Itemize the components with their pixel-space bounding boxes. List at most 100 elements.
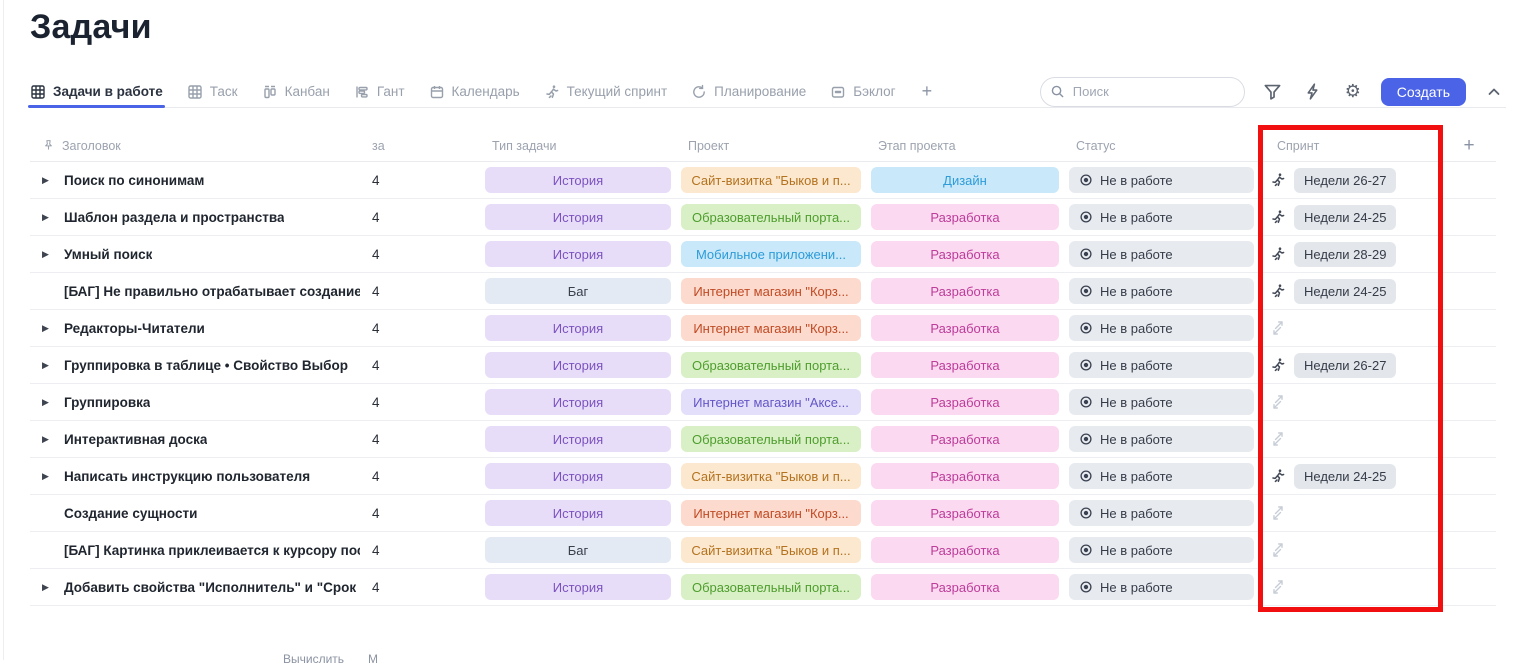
sprint-cell[interactable]: Недели 28-29 — [1259, 236, 1442, 272]
status-chip[interactable]: Не в работе — [1069, 389, 1254, 415]
sprint-chip[interactable]: Недели 26-27 — [1294, 353, 1396, 378]
tab-kanban[interactable]: Канбан — [262, 76, 330, 107]
estimate-cell[interactable]: 4 — [360, 358, 480, 373]
stage-chip[interactable]: Дизайн — [871, 167, 1059, 193]
estimate-cell[interactable]: 4 — [360, 506, 480, 521]
type-chip[interactable]: Баг — [485, 537, 671, 563]
tab-tasks-in-progress[interactable]: Задачи в работе — [30, 76, 163, 107]
estimate-cell[interactable]: 4 — [360, 580, 480, 595]
project-chip[interactable]: Мобильное приложени... — [681, 241, 861, 267]
project-chip[interactable]: Образовательный порта... — [681, 352, 861, 378]
table-row[interactable]: ▶ Интерактивная доска 4 История Образова… — [30, 421, 1496, 458]
project-chip[interactable]: Образовательный порта... — [681, 574, 861, 600]
stage-chip[interactable]: Разработка — [871, 278, 1059, 304]
stage-chip[interactable]: Разработка — [871, 463, 1059, 489]
table-row[interactable]: ▶ Группировка в таблице • Свойство Выбор… — [30, 347, 1496, 384]
project-chip[interactable]: Интернет магазин "Корз... — [681, 315, 861, 341]
estimate-cell[interactable]: 4 — [360, 247, 480, 262]
status-chip[interactable]: Не в работе — [1069, 574, 1254, 600]
sprint-cell[interactable]: Недели 24-25 — [1259, 458, 1442, 494]
type-chip[interactable]: История — [485, 426, 671, 452]
title-cell[interactable]: ▶ Написать инструкцию пользователя — [30, 458, 360, 494]
table-row[interactable]: ▶ Создание сущности 4 История Интернет м… — [30, 495, 1496, 532]
settings-button[interactable]: ⚙ — [1341, 80, 1365, 104]
title-cell[interactable]: ▶ Умный поиск — [30, 236, 360, 272]
expand-icon[interactable]: ▶ — [42, 397, 64, 408]
sprint-cell[interactable] — [1259, 310, 1442, 346]
calculate-dropdown[interactable]: Вычислить — [283, 652, 344, 666]
status-chip[interactable]: Не в работе — [1069, 315, 1254, 341]
column-header-stage[interactable]: Этап проекта — [866, 139, 1064, 153]
table-row[interactable]: ▶ Поиск по синонимам 4 История Сайт-визи… — [30, 162, 1496, 199]
type-chip[interactable]: История — [485, 167, 671, 193]
stage-chip[interactable]: Разработка — [871, 204, 1059, 230]
status-chip[interactable]: Не в работе — [1069, 352, 1254, 378]
title-cell[interactable]: ▶ Шаблон раздела и пространства — [30, 199, 360, 235]
search-input[interactable] — [1040, 77, 1245, 107]
type-chip[interactable]: История — [485, 204, 671, 230]
expand-icon[interactable]: ▶ — [42, 582, 64, 593]
stage-chip[interactable]: Разработка — [871, 537, 1059, 563]
status-chip[interactable]: Не в работе — [1069, 278, 1254, 304]
add-column-icon[interactable]: + — [1442, 135, 1496, 157]
status-chip[interactable]: Не в работе — [1069, 204, 1254, 230]
title-cell[interactable]: ▶ Группировка — [30, 384, 360, 420]
project-chip[interactable]: Образовательный порта... — [681, 204, 861, 230]
table-row[interactable]: ▶ [БАГ] Не правильно отрабатывает создан… — [30, 273, 1496, 310]
title-cell[interactable]: ▶ Добавить свойства "Исполнитель" и "Сро… — [30, 569, 360, 605]
sprint-chip[interactable]: Недели 26-27 — [1294, 168, 1396, 193]
type-chip[interactable]: История — [485, 241, 671, 267]
table-row[interactable]: ▶ Редакторы-Читатели 4 История Интернет … — [30, 310, 1496, 347]
status-chip[interactable]: Не в работе — [1069, 537, 1254, 563]
status-chip[interactable]: Не в работе — [1069, 500, 1254, 526]
type-chip[interactable]: Баг — [485, 278, 671, 304]
title-cell[interactable]: ▶ Создание сущности — [30, 495, 360, 531]
project-chip[interactable]: Сайт-визитка "Быков и п... — [681, 463, 861, 489]
estimate-cell[interactable]: 4 — [360, 210, 480, 225]
column-header-estimate[interactable]: за — [360, 139, 480, 153]
expand-icon[interactable]: ▶ — [42, 323, 64, 334]
sprint-chip[interactable]: Недели 24-25 — [1294, 464, 1396, 489]
type-chip[interactable]: История — [485, 389, 671, 415]
sprint-cell[interactable]: Недели 26-27 — [1259, 162, 1442, 198]
tab-backlog[interactable]: Бэклог — [830, 76, 895, 107]
expand-icon[interactable]: ▶ — [42, 249, 64, 260]
sprint-chip[interactable]: Недели 24-25 — [1294, 205, 1396, 230]
table-row[interactable]: ▶ Добавить свойства "Исполнитель" и "Сро… — [30, 569, 1496, 606]
title-cell[interactable]: ▶ Группировка в таблице • Свойство Выбор — [30, 347, 360, 383]
stage-chip[interactable]: Разработка — [871, 352, 1059, 378]
project-chip[interactable]: Интернет магазин "Аксе... — [681, 389, 861, 415]
type-chip[interactable]: История — [485, 352, 671, 378]
table-row[interactable]: ▶ Умный поиск 4 История Мобильное прилож… — [30, 236, 1496, 273]
estimate-cell[interactable]: 4 — [360, 543, 480, 558]
expand-icon[interactable]: ▶ — [42, 434, 64, 445]
title-cell[interactable]: ▶ Редакторы-Читатели — [30, 310, 360, 346]
project-chip[interactable]: Интернет магазин "Корз... — [681, 500, 861, 526]
title-cell[interactable]: ▶ Поиск по синонимам — [30, 162, 360, 198]
type-chip[interactable]: История — [485, 315, 671, 341]
expand-icon[interactable]: ▶ — [42, 175, 64, 186]
estimate-cell[interactable]: 4 — [360, 173, 480, 188]
type-chip[interactable]: История — [485, 463, 671, 489]
stage-chip[interactable]: Разработка — [871, 315, 1059, 341]
expand-icon[interactable]: ▶ — [42, 212, 64, 223]
sprint-chip[interactable]: Недели 28-29 — [1294, 242, 1396, 267]
tab-current-sprint[interactable]: Текущий спринт — [544, 76, 668, 107]
title-cell[interactable]: ▶ [БАГ] Картинка приклеивается к курсору… — [30, 532, 360, 568]
estimate-cell[interactable]: 4 — [360, 469, 480, 484]
title-cell[interactable]: ▶ Интерактивная доска — [30, 421, 360, 457]
sprint-cell[interactable] — [1259, 495, 1442, 531]
column-header-type[interactable]: Тип задачи — [480, 139, 676, 153]
stage-chip[interactable]: Разработка — [871, 500, 1059, 526]
status-chip[interactable]: Не в работе — [1069, 463, 1254, 489]
status-chip[interactable]: Не в работе — [1069, 167, 1254, 193]
sprint-cell[interactable] — [1259, 384, 1442, 420]
automation-button[interactable] — [1301, 80, 1325, 104]
stage-chip[interactable]: Разработка — [871, 389, 1059, 415]
tab-calendar[interactable]: Календарь — [429, 76, 520, 107]
sprint-cell[interactable] — [1259, 569, 1442, 605]
create-button[interactable]: Создать — [1381, 78, 1466, 106]
project-chip[interactable]: Образовательный порта... — [681, 426, 861, 452]
estimate-cell[interactable]: 4 — [360, 321, 480, 336]
sprint-cell[interactable]: Недели 24-25 — [1259, 273, 1442, 309]
